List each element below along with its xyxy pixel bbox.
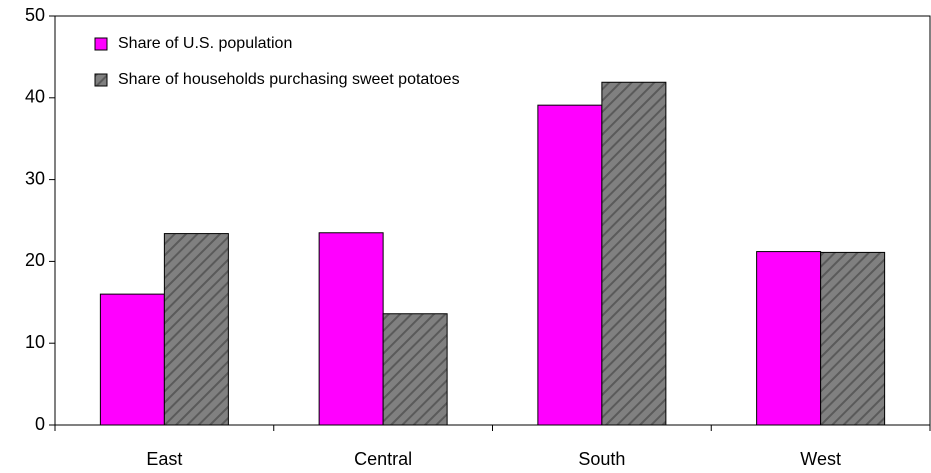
y-tick-label: 20 — [25, 250, 45, 270]
legend-label: Share of households purchasing sweet pot… — [118, 71, 460, 88]
y-tick-label: 40 — [25, 87, 45, 107]
x-tick-label: East — [146, 449, 182, 469]
bar — [601, 81, 667, 426]
y-tick-label: 0 — [35, 414, 45, 434]
y-tick-label: 50 — [25, 5, 45, 25]
bar — [820, 251, 886, 426]
bar — [318, 232, 384, 426]
bar — [163, 233, 229, 426]
bar — [99, 293, 165, 426]
x-tick-label: Central — [354, 449, 412, 469]
y-tick-label: 10 — [25, 332, 45, 352]
bar — [537, 104, 603, 426]
legend-swatch — [94, 73, 108, 87]
x-tick-label: South — [578, 449, 625, 469]
bar — [756, 251, 822, 426]
legend-label: Share of U.S. population — [118, 35, 292, 52]
legend-swatch — [94, 37, 108, 51]
bar — [382, 313, 448, 426]
x-tick-label: West — [800, 449, 841, 469]
y-tick-label: 30 — [25, 168, 45, 188]
